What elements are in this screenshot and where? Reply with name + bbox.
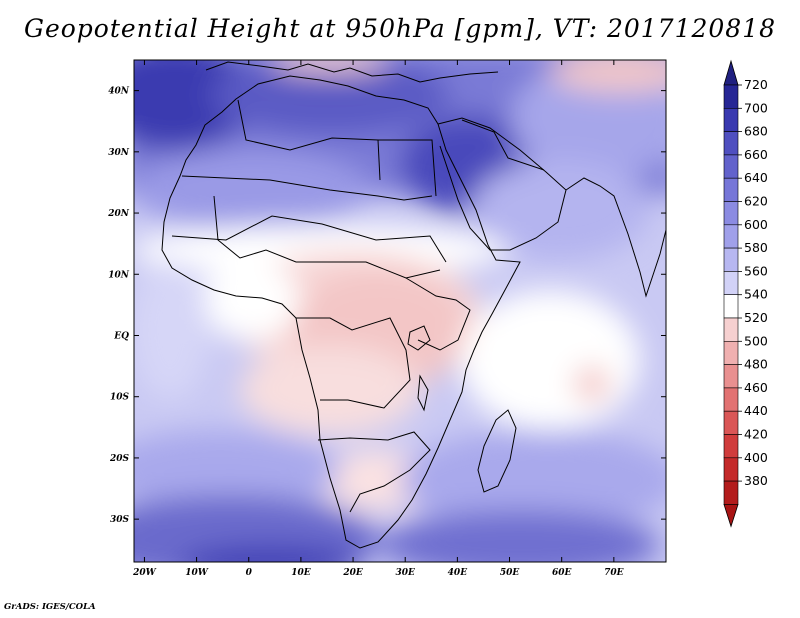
coastlines [161,61,666,549]
colorbar-label: 660 [744,147,768,162]
colorbar-label: 520 [744,310,768,325]
madagascar-coastline [477,409,517,493]
colorbar-label: 640 [744,170,768,185]
colorbar-segment [723,294,739,319]
colorbar-label: 480 [744,357,768,372]
colorbar-segment [723,201,739,226]
border-central [296,317,411,409]
border-sahel [171,215,447,263]
colorbar-segment [723,340,739,365]
colorbar: 720 700 680 660 640 620 600 580 560 540 520 500 480 4… [723,59,768,528]
colorbar-label: 500 [744,333,768,348]
colorbar-segment [723,224,739,249]
colorbar-label: 460 [744,380,768,395]
colorbar-label: 580 [744,240,768,255]
colorbar-segment [723,177,739,202]
arabia-coastline [437,117,567,251]
border-middle-east [461,119,545,171]
lon-tick-label: 40E [448,568,468,578]
lat-tick-label: 40N [108,87,130,97]
lon-tick-label: 20E [342,568,363,578]
colorbar-label: 620 [744,194,768,209]
colorbar-label: 400 [744,450,768,465]
grads-credit: GrADS: IGES/COLA [4,602,96,612]
colorbar-segment [723,271,739,295]
lon-tick-label: 60E [552,568,572,578]
lat-tick-label: 20N [107,209,130,219]
lon-tick-label: 30E [396,568,416,578]
lat-tick-label: 30N [108,148,130,158]
colorbar-segment [723,108,739,132]
colorbar-segment [723,434,739,459]
europe-coastline [205,61,499,83]
border-east [405,277,471,351]
lake-victoria [407,325,431,351]
colorbar-segment [723,457,739,482]
colorbar-label: 600 [744,217,768,232]
colorbar-label: 560 [744,263,768,278]
border-maghreb [237,99,381,181]
lon-tick-label: 10E [291,568,311,578]
lat-tick-label: EQ [113,331,129,341]
africa-coastline [161,75,521,549]
colorbar-segment [723,154,739,179]
lat-tick-label: 30S [110,515,130,525]
lat-tick-label: 20S [109,454,130,464]
colorbar-top-arrow [723,59,739,86]
lon-tick-label: 10W [185,568,209,578]
colorbar-segment [723,84,739,109]
colorbar-segment [723,247,739,272]
plot-frame [133,59,667,563]
colorbar-label: 720 [744,77,768,92]
colorbar-segment [723,410,739,435]
lon-tick-label: 20W [132,568,157,578]
colorbar-label: 540 [744,287,768,302]
border-south [317,431,431,513]
border-north [181,175,433,201]
colorbar-segment [723,387,739,412]
colorbar-label: 420 [744,427,768,442]
lake-malawi [417,374,429,412]
colorbar-bottom-arrow [723,503,739,528]
lat-tick-label: 10N [108,270,130,280]
colorbar-segment [723,317,739,342]
lat-tick-label: 10S [110,393,130,403]
map-title: Geopotential Height at 950hPa [gpm], VT:… [23,14,777,43]
colorbar-label: 440 [744,403,768,418]
height-field [134,60,666,562]
colorbar-segment [723,131,739,156]
colorbar-label: 700 [744,100,768,115]
border-nile [378,139,437,197]
colorbar-label: 380 [744,473,768,488]
colorbar-label: 680 [744,124,768,139]
lon-tick-label: 0 [246,568,253,578]
map-axes: 20W 10W 0 10E 20E 30E 40E 50E 60E 70E 40N 30N 20N 10N… [107,60,666,578]
asia-coastline [565,177,666,298]
colorbar-segment [723,364,739,389]
lon-tick-label: 70E [604,568,624,578]
border-west [213,195,441,279]
lon-tick-label: 50E [500,568,520,578]
colorbar-segment [723,480,739,505]
